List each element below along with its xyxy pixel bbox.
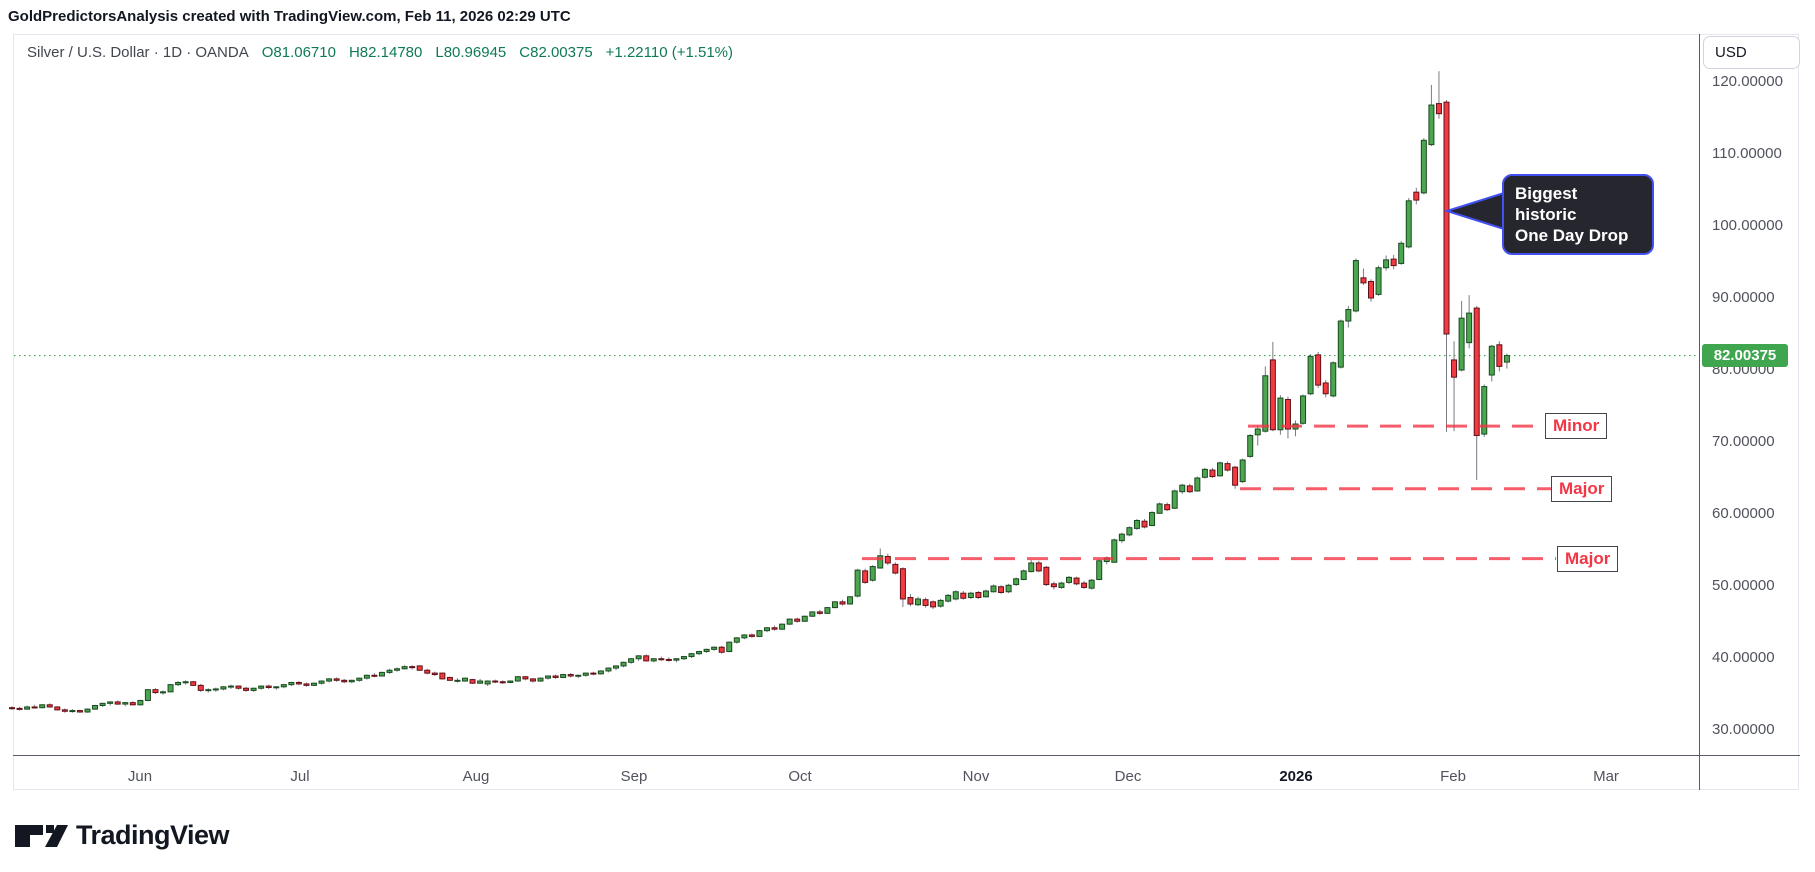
chart-legend: Silver / U.S. Dollar · 1D · OANDA O81.06… (27, 44, 733, 61)
price-axis-label: 60.00000 (1712, 505, 1775, 522)
major-level-label[interactable]: Major (1557, 545, 1619, 572)
close-value: C82.00375 (519, 44, 593, 61)
symbol-title[interactable]: Silver / U.S. Dollar · 1D · OANDA (27, 44, 249, 61)
major-level-label[interactable]: Major (1551, 475, 1613, 502)
time-axis-label: Aug (462, 768, 490, 785)
attribution-text: GoldPredictorsAnalysis created with Trad… (8, 8, 571, 25)
change-value: +1.22110 (+1.51%) (605, 44, 733, 61)
time-axis-label: Jul (290, 768, 310, 785)
price-axis-label: 120.00000 (1712, 73, 1783, 90)
low-value: L80.96945 (435, 44, 507, 61)
time-axis-label: Oct (788, 768, 812, 785)
time-axis-label: Nov (962, 768, 990, 785)
chart-frame (13, 34, 1799, 790)
time-axis-label: Dec (1114, 768, 1142, 785)
open-value: O81.06710 (261, 44, 336, 61)
tradingview-logo[interactable]: TradingView (14, 820, 230, 851)
time-axis-label: 2026 (1279, 768, 1313, 785)
price-axis-separator (1699, 34, 1700, 790)
price-axis-label: 30.00000 (1712, 721, 1775, 738)
price-axis-label: 70.00000 (1712, 433, 1775, 450)
tradingview-mark-icon (15, 824, 68, 847)
high-value: H82.14780 (348, 44, 423, 61)
price-axis-label: 90.00000 (1712, 289, 1775, 306)
price-axis-label: 110.00000 (1712, 145, 1782, 162)
last-price-badge[interactable]: 82.00375 (1702, 344, 1788, 368)
annotation-callout[interactable]: Biggest historic One Day Drop (1502, 174, 1654, 255)
annotation-line2: One Day Drop (1515, 226, 1629, 245)
time-axis-label: Sep (620, 768, 648, 785)
currency-button[interactable]: USD (1703, 36, 1800, 69)
price-axis-label: 40.00000 (1712, 649, 1775, 666)
price-axis-label: 50.00000 (1712, 577, 1775, 594)
time-axis-separator (13, 755, 1800, 756)
price-axis-label: 100.00000 (1712, 217, 1783, 234)
minor-level-label[interactable]: Minor (1545, 413, 1608, 440)
time-axis-label: Jun (127, 768, 153, 785)
tradingview-wordmark: TradingView (76, 820, 230, 850)
time-axis-label: Feb (1440, 768, 1466, 785)
annotation-line1: Biggest historic (1515, 184, 1578, 224)
time-axis-label: Mar (1593, 768, 1619, 785)
